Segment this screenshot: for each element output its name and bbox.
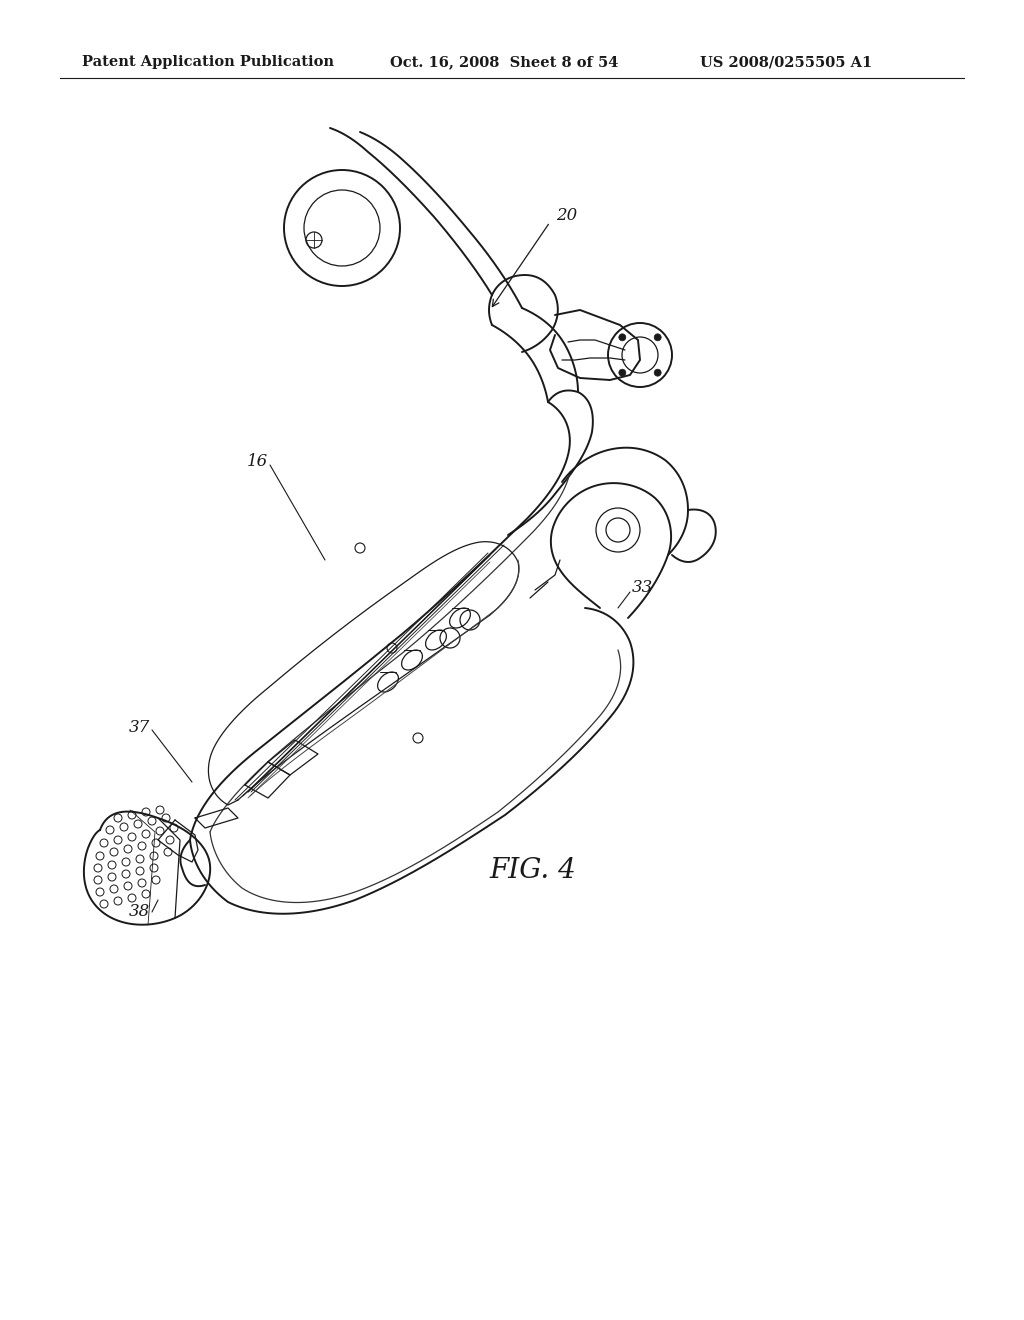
- Circle shape: [654, 334, 662, 341]
- Text: 20: 20: [556, 206, 578, 223]
- Circle shape: [618, 334, 626, 341]
- Text: Oct. 16, 2008  Sheet 8 of 54: Oct. 16, 2008 Sheet 8 of 54: [390, 55, 618, 69]
- Text: US 2008/0255505 A1: US 2008/0255505 A1: [700, 55, 872, 69]
- Circle shape: [654, 370, 662, 376]
- Text: 37: 37: [129, 719, 150, 737]
- Text: 16: 16: [247, 454, 268, 470]
- Text: 33: 33: [632, 579, 653, 597]
- Text: Patent Application Publication: Patent Application Publication: [82, 55, 334, 69]
- Text: 38: 38: [129, 903, 150, 920]
- Text: FIG. 4: FIG. 4: [489, 857, 577, 883]
- Circle shape: [618, 370, 626, 376]
